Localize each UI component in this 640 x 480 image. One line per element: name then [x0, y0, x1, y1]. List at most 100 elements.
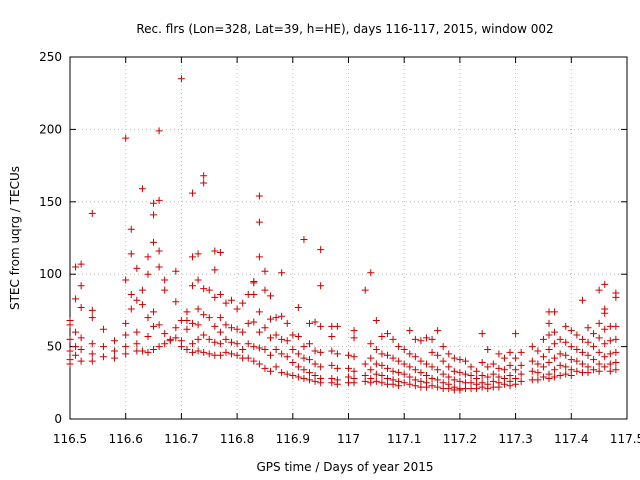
data-point — [250, 290, 258, 298]
data-point — [512, 380, 520, 388]
data-point — [111, 337, 119, 345]
data-point — [311, 347, 319, 355]
data-point — [72, 351, 80, 359]
data-point — [400, 345, 408, 353]
data-point — [506, 361, 514, 369]
data-point — [461, 370, 469, 378]
data-point — [562, 363, 570, 371]
data-point — [127, 225, 135, 233]
data-point — [267, 351, 275, 359]
data-point — [283, 337, 291, 345]
data-point — [434, 383, 442, 391]
data-point — [406, 363, 414, 371]
data-point — [551, 366, 559, 374]
x-tick-label: 116.5 — [53, 432, 87, 446]
data-point — [411, 335, 419, 343]
data-point — [328, 347, 336, 355]
data-point — [150, 238, 158, 246]
data-point — [189, 253, 197, 261]
data-point — [172, 324, 180, 332]
data-point — [567, 356, 575, 364]
data-point — [345, 364, 352, 372]
data-point — [228, 350, 236, 358]
data-point — [239, 345, 247, 353]
data-point — [189, 348, 197, 356]
data-point — [255, 328, 263, 336]
data-point — [578, 296, 586, 304]
data-point — [578, 360, 586, 368]
data-point — [72, 263, 80, 271]
data-point — [72, 343, 80, 351]
data-point — [389, 335, 397, 343]
data-point — [428, 335, 436, 343]
data-point — [122, 134, 130, 142]
data-point — [484, 363, 492, 371]
data-point — [551, 354, 559, 362]
data-point — [601, 280, 609, 288]
data-point — [283, 370, 291, 378]
data-point — [328, 332, 336, 340]
data-point — [294, 373, 302, 381]
data-point — [205, 314, 213, 322]
data-point — [372, 317, 380, 325]
data-point — [378, 361, 386, 369]
data-point — [289, 345, 297, 353]
data-point — [478, 372, 486, 380]
data-point — [194, 347, 202, 355]
data-point — [517, 348, 525, 356]
data-point — [612, 322, 620, 330]
data-point — [489, 370, 497, 378]
data-point — [88, 306, 96, 314]
data-point — [434, 366, 442, 374]
data-point — [88, 209, 96, 217]
data-point — [434, 376, 442, 384]
x-tick-label: 116.7 — [164, 432, 198, 446]
data-point — [222, 321, 230, 329]
data-point — [200, 285, 208, 293]
data-point — [367, 340, 375, 348]
data-point — [417, 357, 425, 365]
data-point — [289, 331, 297, 339]
data-point — [255, 218, 263, 226]
data-point — [88, 340, 96, 348]
data-point — [272, 314, 280, 322]
data-point — [216, 328, 224, 336]
data-point — [601, 309, 609, 317]
data-point — [211, 293, 219, 301]
data-point — [573, 367, 581, 375]
data-point — [445, 373, 453, 381]
data-point — [294, 350, 302, 358]
data-point — [261, 286, 269, 294]
data-point — [534, 347, 542, 355]
y-tick-label: 0 — [54, 412, 62, 426]
data-point — [127, 290, 135, 298]
data-point — [551, 308, 559, 316]
data-point — [445, 363, 453, 371]
data-point — [467, 372, 475, 380]
data-point — [584, 338, 592, 346]
data-point — [150, 345, 158, 353]
data-point — [200, 348, 208, 356]
data-point — [272, 363, 280, 371]
data-point — [528, 343, 536, 351]
data-point — [211, 338, 219, 346]
data-point — [155, 127, 163, 135]
data-point — [411, 382, 419, 390]
data-point — [612, 335, 620, 343]
data-point — [77, 260, 85, 268]
data-point — [484, 345, 492, 353]
data-point — [450, 376, 458, 384]
data-point — [567, 343, 575, 351]
y-tick-label: 100 — [39, 267, 62, 281]
data-point — [612, 366, 620, 374]
data-point — [216, 351, 224, 359]
data-point — [534, 369, 542, 377]
data-point — [233, 340, 241, 348]
data-point — [439, 343, 447, 351]
data-point — [300, 343, 308, 351]
data-point — [333, 350, 341, 358]
data-point — [328, 379, 336, 387]
data-point — [172, 334, 180, 342]
data-point — [222, 348, 230, 356]
data-point — [144, 270, 152, 278]
